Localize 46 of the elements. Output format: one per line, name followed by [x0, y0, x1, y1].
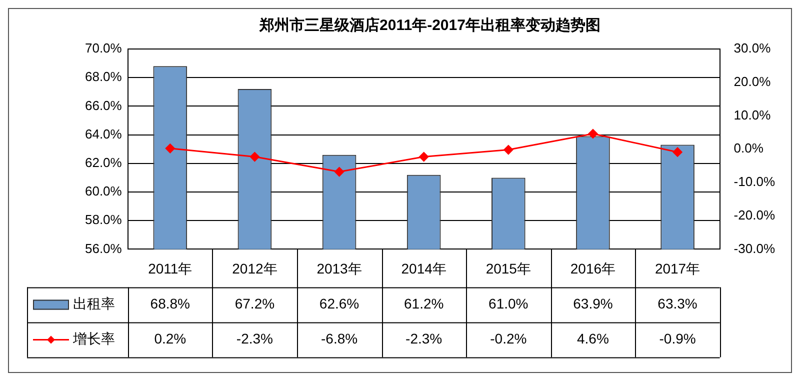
- y2-tick-label: -30.0%: [734, 240, 776, 256]
- point: [504, 145, 514, 155]
- y2-tick-label: 20.0%: [734, 74, 772, 89]
- x-tick-label: 2013年: [316, 260, 362, 276]
- x-tick-label: 2014年: [401, 260, 446, 276]
- point: [250, 152, 260, 162]
- data-label: 63.3%: [658, 296, 698, 312]
- y-tick-label: 60.0%: [84, 184, 122, 199]
- data-label: 67.2%: [234, 296, 275, 312]
- y2-tick-label: -10.0%: [734, 174, 776, 190]
- data-label: 62.6%: [319, 296, 360, 312]
- y2-tick-label: 30.0%: [734, 40, 772, 56]
- y2-tick-label: 0.0%: [734, 140, 764, 156]
- point: [588, 129, 598, 138]
- x-tick-label: 2017年: [654, 260, 700, 276]
- chart-title: 郑州市三星级酒店2011年-2017年出租率变动趋势图: [258, 16, 600, 34]
- point: [334, 167, 344, 177]
- data-label: -0.2%: [490, 330, 527, 347]
- data-label: -0.9%: [659, 330, 696, 347]
- data-label: -2.3%: [406, 330, 442, 347]
- data-label: 61.0%: [488, 296, 528, 312]
- x-tick-label: 2012年: [232, 260, 278, 276]
- y-tick-label: 62.0%: [84, 154, 122, 170]
- y-tick-label: 64.0%: [84, 126, 122, 142]
- x-tick-label: 2016年: [570, 260, 616, 276]
- data-label: 68.8%: [150, 296, 190, 312]
- data-label: 4.6%: [577, 330, 609, 347]
- x-tick-label: 2011年: [148, 260, 192, 276]
- y2-tick-label: -20.0%: [734, 207, 776, 222]
- y-tick-label: 66.0%: [84, 98, 122, 113]
- data-label: 0.2%: [154, 330, 186, 347]
- point: [419, 152, 429, 162]
- data-label: -6.8%: [320, 330, 358, 347]
- data-label: 61.2%: [404, 296, 444, 312]
- x-tick-label: 2015年: [486, 260, 531, 276]
- point: [672, 147, 682, 157]
- y2-tick-label: 10.0%: [734, 107, 772, 122]
- y-tick-label: 70.0%: [84, 40, 122, 56]
- point: [165, 144, 175, 154]
- legend-label: 增长率: [72, 330, 115, 347]
- y-tick-label: 56.0%: [84, 240, 122, 256]
- legend-label: 出租率: [73, 296, 115, 312]
- data-label: 63.9%: [573, 296, 613, 312]
- data-label: -2.3%: [236, 330, 273, 347]
- y-tick-label: 68.0%: [84, 69, 122, 84]
- y-tick-label: 58.0%: [84, 212, 122, 228]
